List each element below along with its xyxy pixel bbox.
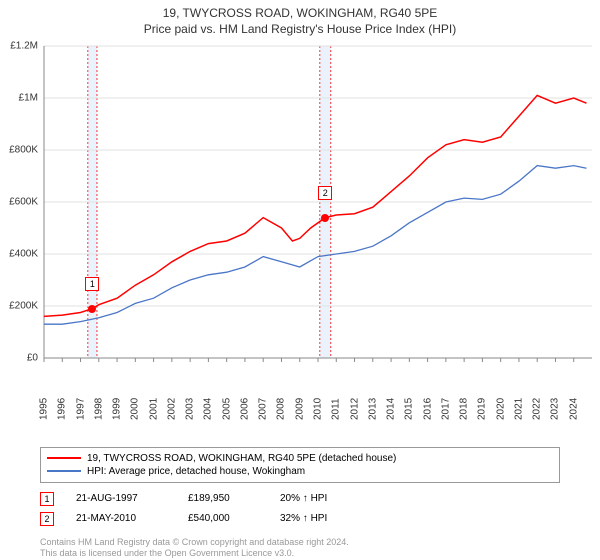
sale-number-box: 2 bbox=[40, 512, 54, 526]
sale-number-box: 1 bbox=[40, 492, 54, 506]
sale-price: £540,000 bbox=[188, 513, 258, 524]
sale-row: 1 21-AUG-1997 £189,950 20% ↑ HPI bbox=[40, 489, 560, 509]
x-tick-label: 2013 bbox=[367, 392, 378, 420]
x-tick-label: 2016 bbox=[422, 392, 433, 420]
chart-container: 19, TWYCROSS ROAD, WOKINGHAM, RG40 5PE P… bbox=[0, 0, 600, 560]
x-tick-label: 2005 bbox=[221, 392, 232, 420]
sale-marker-box: 2 bbox=[318, 186, 332, 200]
title-block: 19, TWYCROSS ROAD, WOKINGHAM, RG40 5PE P… bbox=[0, 0, 600, 40]
sale-row: 2 21-MAY-2010 £540,000 32% ↑ HPI bbox=[40, 509, 560, 529]
legend-row: 19, TWYCROSS ROAD, WOKINGHAM, RG40 5PE (… bbox=[47, 452, 553, 465]
sale-date: 21-MAY-2010 bbox=[76, 513, 166, 524]
x-tick-label: 2015 bbox=[404, 392, 415, 420]
x-tick-label: 2014 bbox=[386, 392, 397, 420]
x-tick-label: 2017 bbox=[440, 392, 451, 420]
legend-label: 19, TWYCROSS ROAD, WOKINGHAM, RG40 5PE (… bbox=[87, 453, 396, 464]
legend-swatch bbox=[47, 457, 81, 459]
sale-dot bbox=[321, 214, 329, 222]
x-tick-label: 2024 bbox=[568, 392, 579, 420]
x-tick-label: 2020 bbox=[495, 392, 506, 420]
title-line1: 19, TWYCROSS ROAD, WOKINGHAM, RG40 5PE bbox=[0, 6, 600, 20]
x-tick-label: 2019 bbox=[477, 392, 488, 420]
x-tick-label: 2007 bbox=[258, 392, 269, 420]
legend: 19, TWYCROSS ROAD, WOKINGHAM, RG40 5PE (… bbox=[40, 447, 560, 483]
x-tick-label: 2009 bbox=[294, 392, 305, 420]
sale-price: £189,950 bbox=[188, 493, 258, 504]
sale-dot bbox=[88, 305, 96, 313]
x-tick-label: 2000 bbox=[130, 392, 141, 420]
legend-label: HPI: Average price, detached house, Woki… bbox=[87, 466, 305, 477]
chart-area: £0£200K£400K£600K£800K£1M£1.2M1995199619… bbox=[0, 40, 600, 443]
x-tick-label: 2021 bbox=[513, 392, 524, 420]
x-tick-label: 2011 bbox=[331, 392, 342, 420]
x-tick-label: 1995 bbox=[39, 392, 50, 420]
x-tick-label: 2023 bbox=[550, 392, 561, 420]
attribution: Contains HM Land Registry data © Crown c… bbox=[40, 537, 560, 560]
x-tick-label: 2022 bbox=[532, 392, 543, 420]
title-line2: Price paid vs. HM Land Registry's House … bbox=[0, 22, 600, 36]
x-tick-label: 2002 bbox=[166, 392, 177, 420]
x-tick-label: 2008 bbox=[276, 392, 287, 420]
x-tick-label: 1996 bbox=[57, 392, 68, 420]
legend-swatch bbox=[47, 470, 81, 472]
x-tick-label: 2003 bbox=[185, 392, 196, 420]
legend-row: HPI: Average price, detached house, Woki… bbox=[47, 465, 553, 478]
x-tick-label: 2018 bbox=[459, 392, 470, 420]
x-tick-label: 1999 bbox=[112, 392, 123, 420]
chart-svg bbox=[0, 40, 600, 394]
x-tick-label: 1998 bbox=[93, 392, 104, 420]
x-tick-label: 2006 bbox=[239, 392, 250, 420]
x-tick-label: 1997 bbox=[75, 392, 86, 420]
sale-pct: 20% ↑ HPI bbox=[280, 493, 370, 504]
sales-table: 1 21-AUG-1997 £189,950 20% ↑ HPI 2 21-MAY-201… bbox=[40, 489, 560, 529]
x-tick-label: 2012 bbox=[349, 392, 360, 420]
sale-pct: 32% ↑ HPI bbox=[280, 513, 370, 524]
x-tick-label: 2004 bbox=[203, 392, 214, 420]
x-tick-label: 2010 bbox=[313, 392, 324, 420]
sale-marker-box: 1 bbox=[85, 277, 99, 291]
attribution-line1: Contains HM Land Registry data © Crown c… bbox=[40, 537, 560, 549]
sale-date: 21-AUG-1997 bbox=[76, 493, 166, 504]
attribution-line2: This data is licensed under the Open Gov… bbox=[40, 548, 560, 560]
series-hpi bbox=[44, 166, 587, 325]
x-tick-label: 2001 bbox=[148, 392, 159, 420]
series-property bbox=[44, 95, 587, 316]
